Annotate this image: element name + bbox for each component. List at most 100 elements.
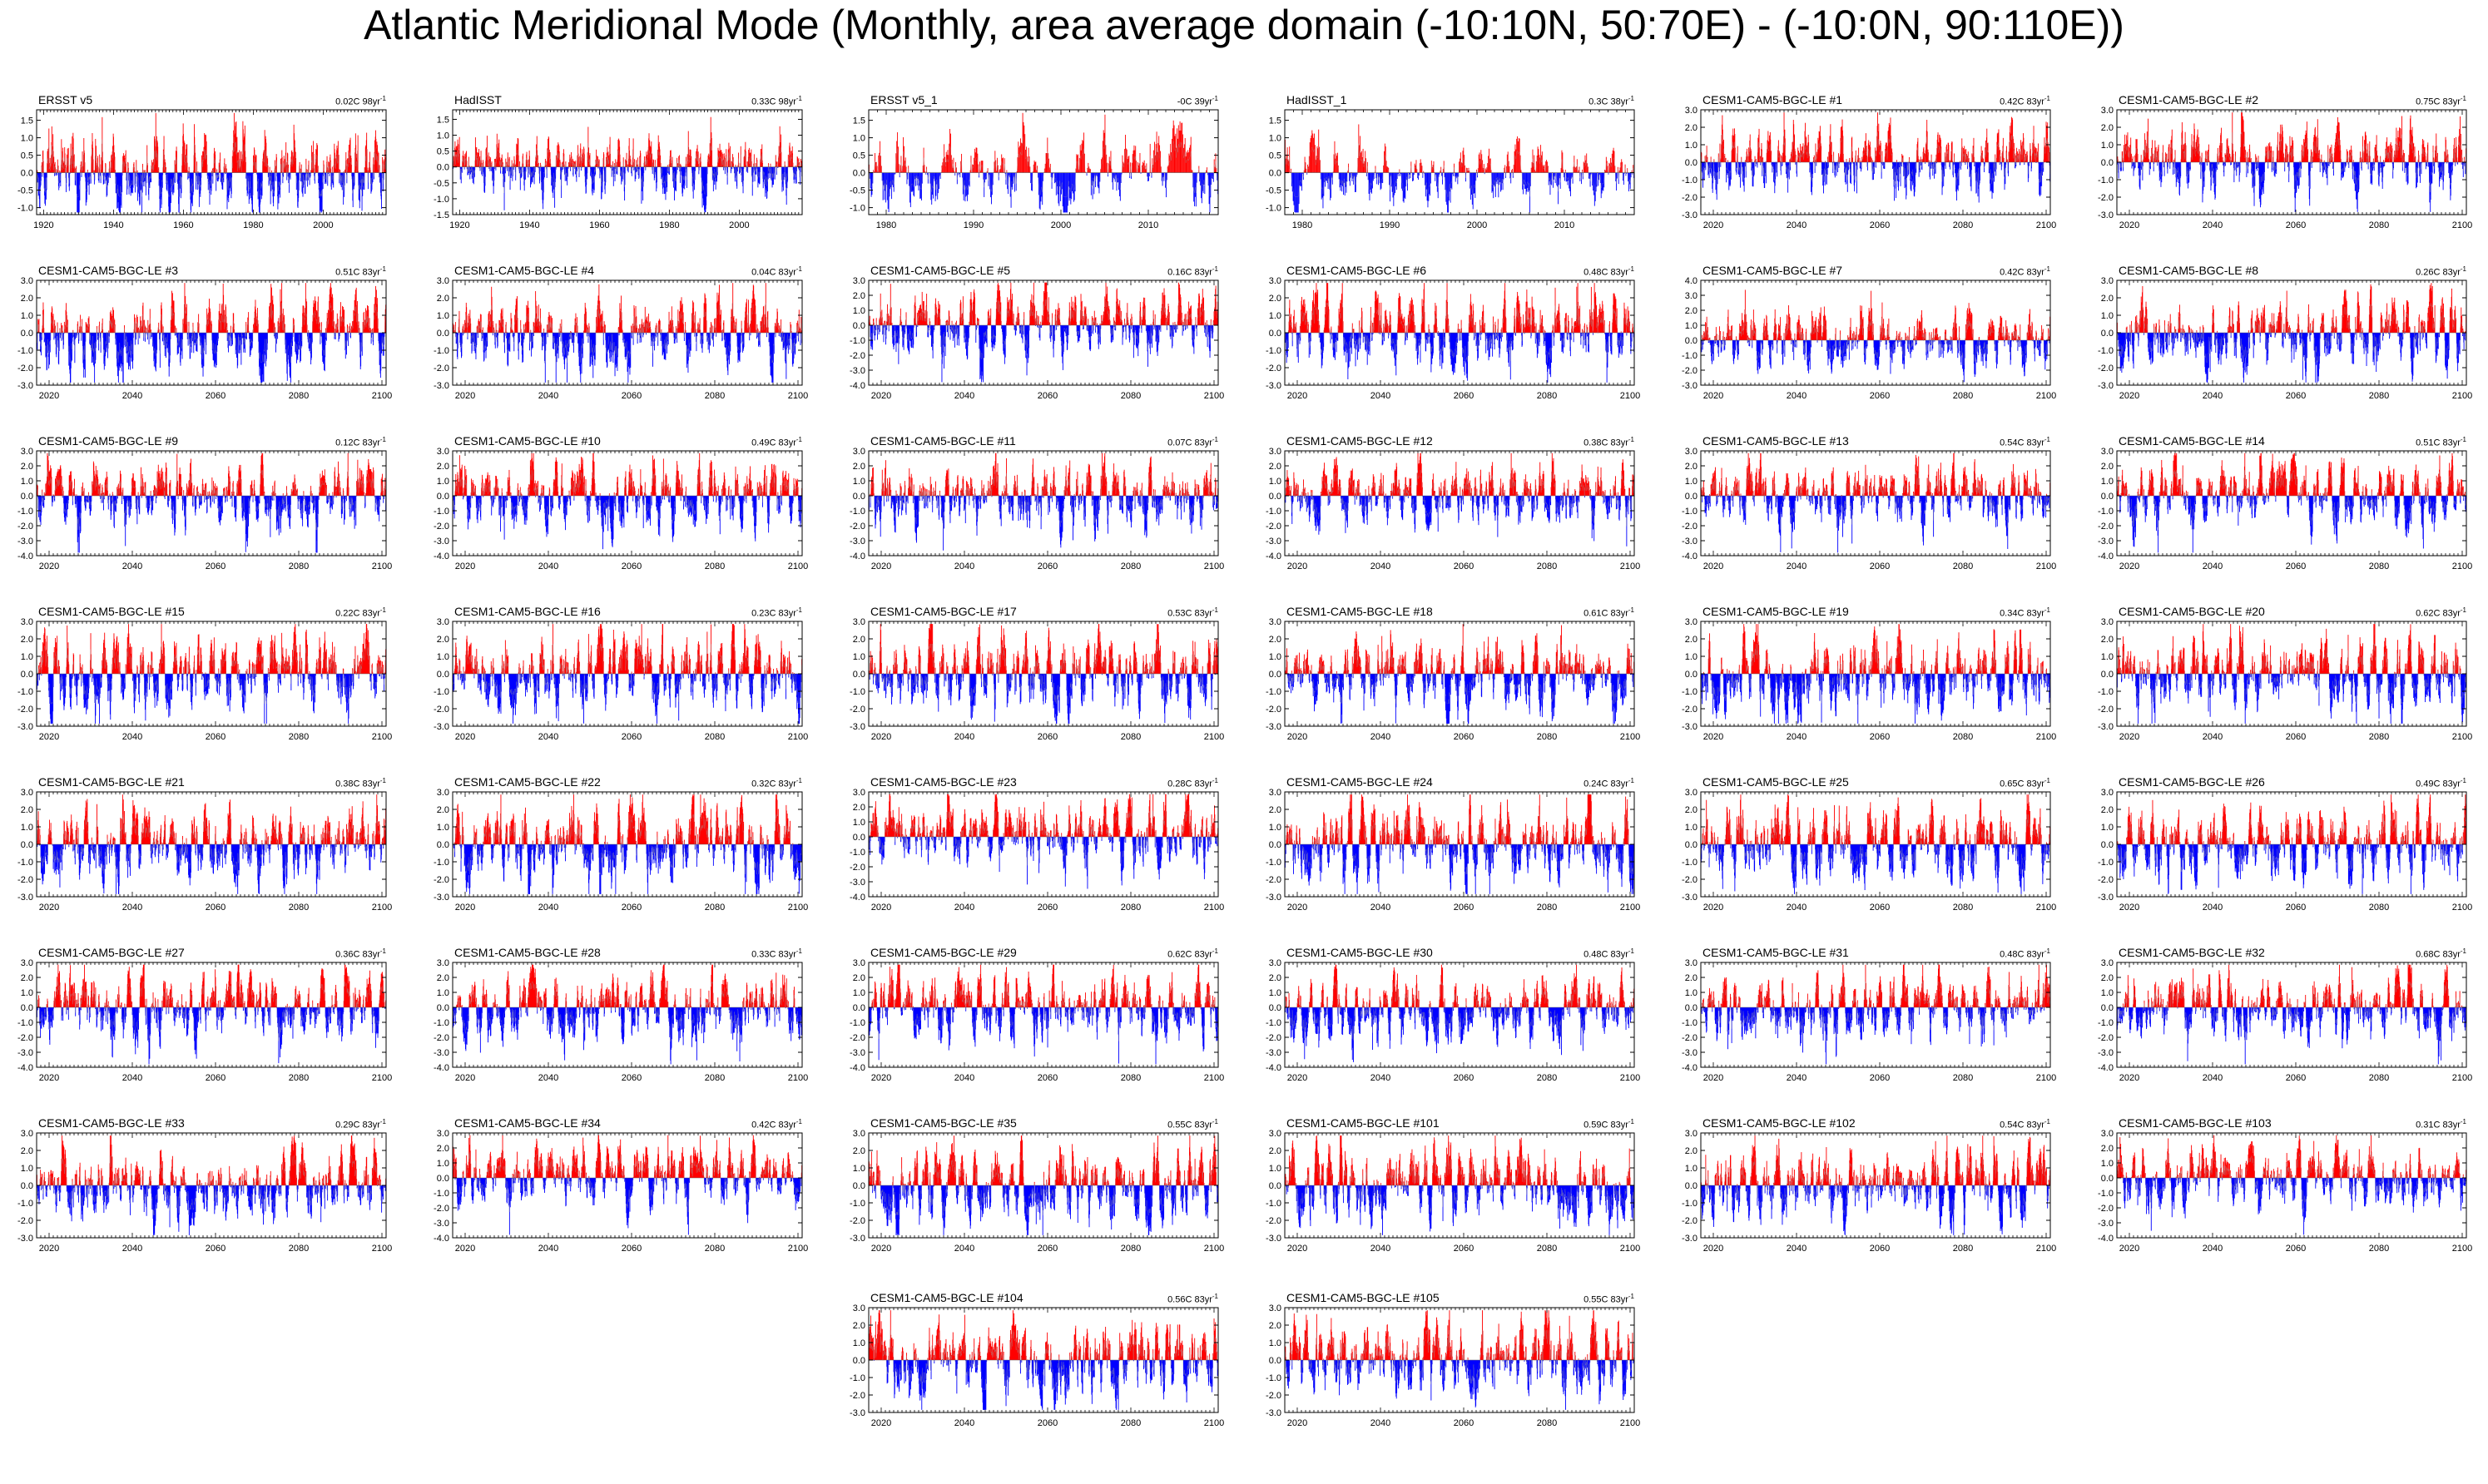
- bar: [1849, 157, 1851, 162]
- panel-title: HadISST: [454, 93, 502, 106]
- bar: [104, 172, 106, 177]
- bar: [1104, 114, 1106, 173]
- bar: [887, 172, 889, 210]
- bar: [491, 161, 493, 167]
- bar: [1601, 172, 1603, 194]
- bar: [162, 172, 164, 176]
- bar: [174, 171, 176, 173]
- bar: [1628, 172, 1629, 192]
- bar: [577, 157, 579, 167]
- bar: [1613, 147, 1614, 173]
- bar: [1599, 172, 1601, 183]
- bar-series: [1285, 124, 1635, 213]
- bar: [490, 164, 492, 167]
- bar: [661, 166, 662, 180]
- bar: [1158, 136, 1160, 173]
- bar: [1302, 172, 1303, 174]
- bar: [555, 166, 557, 170]
- bar: [639, 166, 640, 170]
- bar: [1874, 162, 1876, 167]
- bar: [165, 162, 166, 173]
- bar: [1523, 172, 1524, 195]
- bar: [999, 168, 1001, 173]
- bar: [736, 166, 738, 171]
- bar: [1901, 162, 1902, 167]
- bar: [1525, 172, 1527, 195]
- bar: [366, 149, 368, 173]
- bar: [490, 166, 492, 171]
- bar: [1960, 162, 1962, 166]
- bar: [48, 128, 50, 173]
- bar: [1028, 147, 1029, 173]
- bar: [994, 151, 996, 173]
- y-tick-label: 1.0: [437, 131, 449, 141]
- bar: [886, 172, 887, 185]
- bar: [916, 172, 918, 186]
- trend-exponent: -1: [2044, 95, 2050, 102]
- bar: [1965, 162, 1966, 165]
- bar: [1557, 172, 1559, 187]
- bar: [1105, 145, 1107, 173]
- bar: [1940, 146, 1942, 162]
- bar: [770, 166, 771, 170]
- bar: [1125, 135, 1126, 173]
- bar: [1514, 151, 1515, 173]
- bar: [1371, 172, 1373, 194]
- bar: [94, 172, 96, 181]
- x-tick-label: 1940: [519, 220, 539, 230]
- bar: [59, 171, 61, 173]
- bar: [305, 169, 307, 173]
- bar: [354, 172, 355, 186]
- bar: [105, 163, 107, 173]
- trend-exponent: -1: [1628, 95, 1634, 102]
- bar: [506, 161, 508, 167]
- bar: [680, 166, 681, 183]
- bar: [1368, 172, 1370, 194]
- bar: [1034, 161, 1036, 173]
- bar: [633, 165, 634, 167]
- bar: [767, 166, 769, 180]
- bar: [1755, 160, 1756, 162]
- bar: [1559, 172, 1560, 179]
- bar: [489, 159, 490, 167]
- bar: [520, 166, 522, 179]
- bar: [905, 157, 906, 173]
- bar: [1821, 161, 1822, 162]
- bar: [211, 171, 213, 173]
- bar: [563, 153, 565, 167]
- bar: [1055, 172, 1056, 183]
- bar: [1170, 143, 1172, 173]
- bar: [1720, 162, 1722, 167]
- bar: [594, 165, 596, 167]
- bar: [792, 162, 794, 167]
- bar: [1385, 146, 1386, 173]
- bar: [787, 154, 789, 167]
- bar: [1091, 172, 1093, 186]
- bar: [563, 164, 565, 167]
- bar: [742, 166, 744, 181]
- bar: [1456, 172, 1458, 177]
- bar: [1540, 145, 1542, 173]
- bar: [735, 166, 736, 178]
- y-tick-label: 0.0: [853, 169, 865, 179]
- bar: [1973, 156, 1975, 162]
- bar: [966, 172, 968, 196]
- bar: [2007, 161, 2009, 162]
- bar: [1406, 172, 1408, 181]
- bar: [1466, 168, 1468, 173]
- bar: [1334, 141, 1336, 173]
- bar: [685, 166, 686, 173]
- bar: [1952, 161, 1953, 162]
- bar: [1447, 172, 1449, 213]
- bar: [1616, 172, 1618, 191]
- bar: [495, 158, 496, 167]
- bar: [570, 166, 571, 171]
- bar: [1211, 172, 1212, 186]
- bar: [635, 166, 637, 180]
- bar: [964, 172, 965, 186]
- bar: [358, 171, 359, 173]
- x-tick-label: 1980: [876, 220, 896, 230]
- bar: [698, 166, 700, 171]
- bar: [1967, 162, 1968, 170]
- bar: [1316, 156, 1317, 173]
